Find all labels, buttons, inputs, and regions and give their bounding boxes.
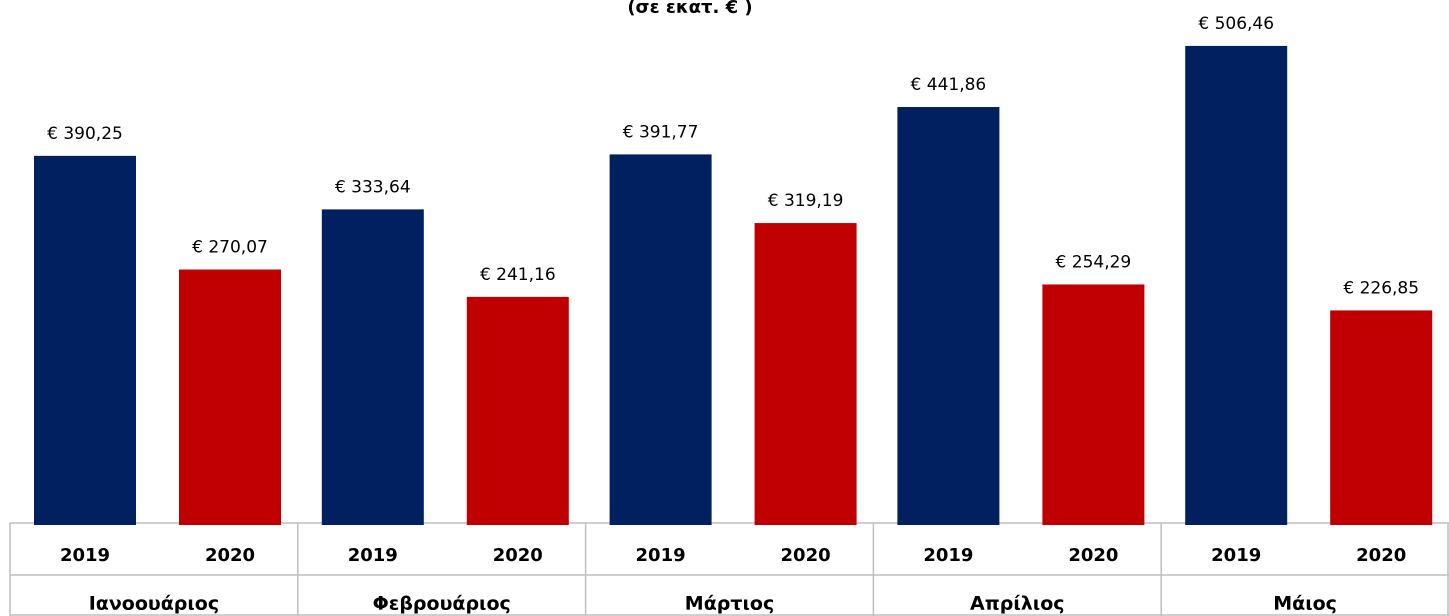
bar — [466, 296, 569, 525]
value-label: € 226,85 — [1343, 278, 1419, 298]
bar — [1185, 45, 1288, 525]
x-tick-label: 2020 — [205, 545, 255, 566]
value-label: € 390,25 — [47, 124, 123, 144]
value-label: € 241,16 — [480, 265, 556, 285]
bar — [179, 269, 281, 525]
bar — [754, 223, 857, 525]
x-category-label: Ιανοουάριος — [89, 593, 219, 615]
x-tick-label: 2020 — [1356, 545, 1406, 566]
x-tick-label: 2019 — [923, 545, 973, 566]
value-label: € 441,86 — [911, 75, 987, 95]
value-label: € 506,46 — [1198, 14, 1274, 34]
x-category-label: Μάρτιος — [685, 593, 774, 615]
x-tick-label: 2020 — [493, 545, 543, 566]
chart-subtitle: (σε εκατ. € ) — [627, 0, 752, 18]
x-tick-label: 2019 — [60, 545, 110, 566]
bar — [34, 155, 136, 525]
value-label: € 270,07 — [192, 238, 268, 258]
bar — [897, 107, 1000, 525]
x-category-label: Φεβρουάριος — [373, 593, 511, 615]
bar — [1042, 284, 1145, 525]
x-tick-label: 2020 — [1068, 545, 1118, 566]
value-label: € 391,77 — [623, 122, 699, 142]
value-label: € 319,19 — [768, 191, 844, 211]
x-tick-label: 2019 — [636, 545, 686, 566]
x-category-label: Μάιος — [1273, 593, 1337, 615]
bar — [609, 154, 712, 526]
bar — [1330, 310, 1433, 525]
value-label: € 333,64 — [335, 177, 411, 197]
x-category-label: Απρίλιος — [970, 593, 1064, 615]
x-tick-label: 2020 — [781, 545, 831, 566]
x-tick-label: 2019 — [1211, 545, 1261, 566]
x-tick-label: 2019 — [348, 545, 398, 566]
bar — [321, 209, 424, 525]
value-label: € 254,29 — [1056, 252, 1132, 272]
